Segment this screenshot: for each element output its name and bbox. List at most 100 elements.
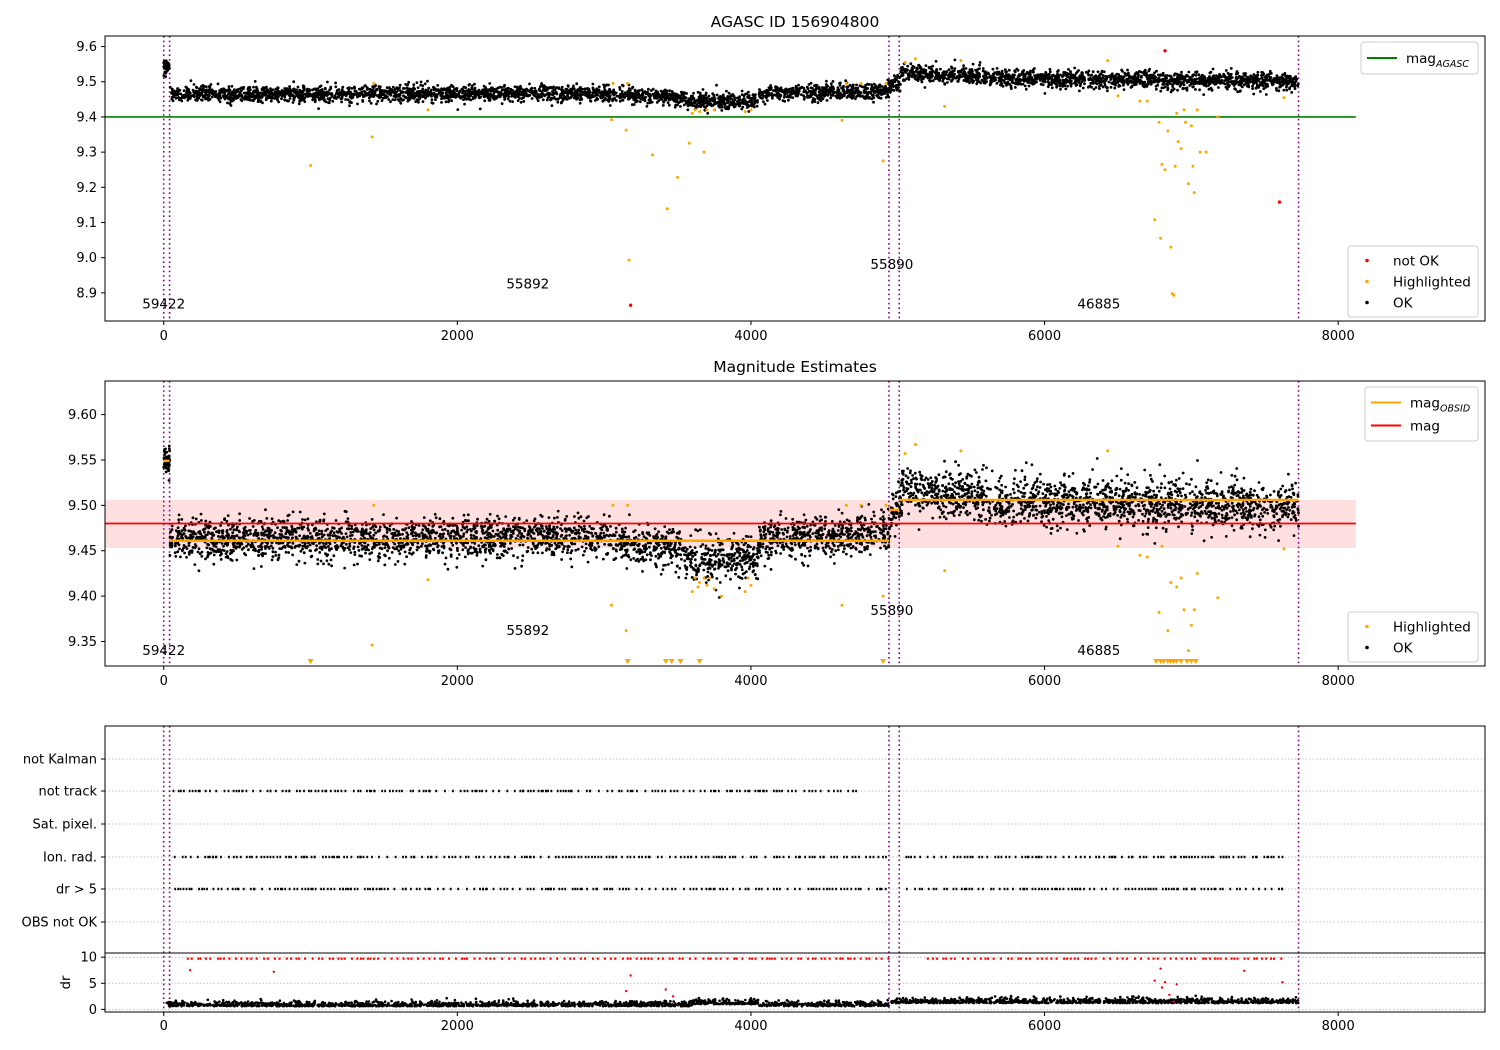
ok-point <box>353 550 357 554</box>
ok-point <box>242 91 246 95</box>
ok-point <box>195 86 199 90</box>
ok-point <box>896 74 899 77</box>
highlighted-point <box>1169 245 1173 249</box>
ok-point <box>183 96 186 100</box>
ok-point <box>853 91 857 95</box>
ok-point <box>618 96 622 100</box>
ok-point <box>1223 79 1226 83</box>
highlighted-point <box>698 110 702 114</box>
ok-point <box>519 100 523 104</box>
ok-point <box>1219 79 1223 83</box>
ok-point <box>438 91 442 95</box>
ok-point <box>603 86 606 89</box>
ok-point <box>406 83 410 86</box>
ok-point <box>1061 85 1064 88</box>
ok-point <box>356 93 360 97</box>
ok-point <box>462 94 466 98</box>
ok-point <box>1067 76 1071 79</box>
ok-point <box>1098 84 1101 88</box>
ok-point <box>1021 82 1025 86</box>
ok-point <box>398 83 402 87</box>
ok-point <box>210 95 214 99</box>
ok-point <box>646 101 650 105</box>
ok-point <box>1000 82 1004 85</box>
ok-point <box>1103 78 1107 82</box>
ok-point <box>1143 68 1147 72</box>
ok-point <box>415 81 419 84</box>
ok-point <box>911 68 914 72</box>
ok-point <box>491 86 494 90</box>
ok-point <box>916 67 919 71</box>
ok-point <box>545 98 549 102</box>
ok-point <box>747 90 750 94</box>
ok-point <box>470 90 474 94</box>
ok-point <box>421 84 425 88</box>
ok-point <box>644 95 647 99</box>
ok-point <box>350 87 354 90</box>
ok-point <box>825 99 829 102</box>
ok-point <box>424 91 428 95</box>
ok-point <box>399 91 403 95</box>
ok-point <box>858 94 862 97</box>
ok-point <box>925 72 929 76</box>
ok-point <box>711 92 715 96</box>
ok-point <box>1116 81 1120 84</box>
ok-point <box>594 99 597 102</box>
ok-point <box>163 453 167 456</box>
ok-point <box>227 85 231 88</box>
ok-point <box>506 93 510 96</box>
ok-point <box>892 85 895 88</box>
ok-point <box>1018 77 1022 81</box>
ok-point <box>391 98 395 101</box>
ok-point <box>556 97 560 101</box>
highlighted-point <box>1176 140 1180 144</box>
ok-point <box>246 92 250 95</box>
ok-point <box>1038 76 1042 79</box>
ok-point <box>920 68 923 72</box>
ok-point <box>547 86 551 90</box>
ok-point <box>1278 77 1282 80</box>
ok-point <box>1293 87 1297 90</box>
ok-point <box>1014 86 1017 89</box>
ok-point <box>787 98 790 102</box>
ok-point <box>560 558 563 561</box>
ok-point <box>838 92 842 96</box>
highlighted-point <box>1186 182 1190 186</box>
ok-point <box>906 64 910 68</box>
highlighted-point <box>426 108 430 112</box>
ok-point <box>293 90 297 94</box>
ok-point <box>196 90 200 93</box>
ok-point <box>1039 73 1043 76</box>
ok-point <box>478 96 481 100</box>
ok-point <box>269 96 273 100</box>
ok-point <box>1053 74 1057 78</box>
ok-point <box>1255 77 1259 81</box>
ok-point <box>552 91 556 94</box>
ok-point <box>1043 92 1047 95</box>
ok-point <box>599 96 603 100</box>
highlighted-point <box>1179 147 1183 151</box>
ok-point <box>749 100 752 104</box>
ok-point <box>1096 70 1100 74</box>
ok-point <box>1163 85 1167 89</box>
ok-point <box>995 67 999 70</box>
ok-point <box>201 84 205 87</box>
ok-point <box>855 88 859 92</box>
ok-point <box>639 100 642 104</box>
ok-point <box>404 95 407 99</box>
ok-point <box>845 96 849 99</box>
ok-point <box>467 95 470 98</box>
ok-point <box>774 86 778 90</box>
ok-point <box>296 85 300 89</box>
ok-point <box>1000 69 1004 73</box>
ok-point <box>639 97 642 101</box>
ok-point <box>580 93 584 97</box>
ok-point <box>724 107 728 111</box>
ok-point <box>561 88 564 92</box>
ok-point <box>666 101 670 104</box>
ok-point <box>557 86 561 90</box>
ok-point <box>1197 73 1201 77</box>
ok-point <box>166 464 170 467</box>
ok-point <box>1248 80 1252 84</box>
